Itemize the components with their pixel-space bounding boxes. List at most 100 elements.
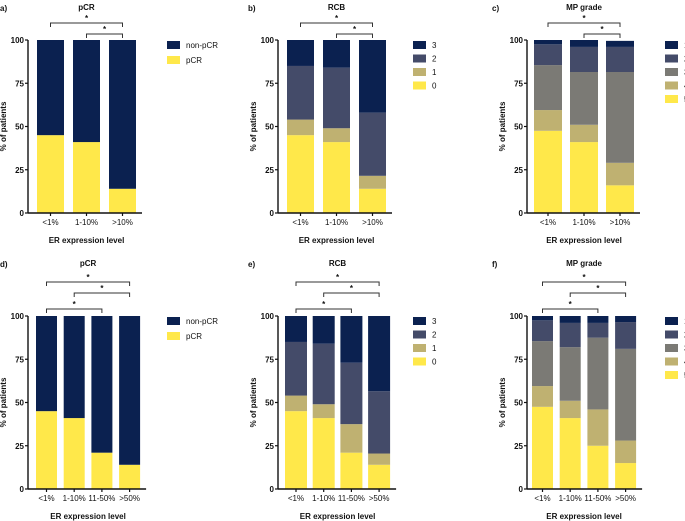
significance-bracket (295, 308, 352, 313)
significance-label: * (335, 14, 339, 23)
x-tick-label: 1-10% (325, 218, 348, 227)
legend-swatch (413, 317, 426, 325)
bar-segment-1 (559, 316, 581, 323)
legend-swatch (665, 357, 678, 366)
x-tick-label: 1-10% (312, 494, 335, 503)
bar-segment-1 (368, 453, 391, 465)
bar-segment-2 (287, 65, 314, 120)
x-tick-label: 1-10% (559, 494, 582, 503)
legend-swatch (167, 317, 180, 325)
legend-swatch (413, 344, 426, 352)
bar-segment-1 (323, 128, 350, 143)
bar-segment-2 (570, 46, 598, 73)
y-tick-label: 25 (15, 166, 24, 175)
legend-swatch (665, 371, 678, 379)
bar-segment-non-pCR (37, 40, 64, 136)
y-tick-label: 25 (265, 442, 274, 451)
significance-label: * (73, 300, 77, 309)
significance-bracket (46, 281, 131, 286)
bar-segment-1 (285, 395, 307, 412)
y-tick-label: 0 (270, 485, 275, 494)
panel-c: c) MP grade <1% 1-10% >10% 0 25 50 75 100 % of pat… (492, 3, 685, 245)
y-tick-label: 75 (15, 79, 24, 88)
bar-segment-pCR (91, 452, 113, 489)
significance-label: * (596, 284, 600, 293)
y-tick-label: 100 (11, 312, 25, 321)
significance-bracket (86, 33, 123, 38)
legend-swatch (413, 357, 426, 366)
y-tick-label: 75 (265, 355, 274, 364)
legend-swatch (665, 68, 678, 76)
significance-bracket (547, 22, 621, 27)
legend-swatch (665, 81, 678, 90)
bar-segment-4 (534, 110, 562, 131)
panel-letter: f) (492, 260, 498, 269)
bar-segment-1 (287, 119, 314, 136)
y-tick-label: 25 (514, 166, 523, 175)
legend-swatch (167, 41, 180, 49)
panel-letter: c) (492, 4, 499, 13)
significance-label: * (600, 25, 604, 34)
x-tick-label: <1% (534, 494, 550, 503)
legend-swatch (413, 54, 426, 63)
bar-segment-2 (532, 320, 553, 342)
significance-bracket (336, 33, 373, 38)
bar-segment-2 (312, 343, 335, 405)
y-axis-label: % of patients (0, 101, 8, 151)
significance-label: * (569, 300, 573, 309)
legend-label: 0 (432, 358, 437, 367)
x-tick-label: <1% (42, 218, 58, 227)
significance-bracket (569, 292, 627, 297)
bar-segment-0 (368, 464, 391, 489)
bar-segment-3 (323, 40, 350, 68)
x-tick-label: 11-50% (584, 494, 611, 503)
y-axis-label: % of patients (0, 377, 8, 427)
x-tick-label: >50% (369, 494, 390, 503)
y-tick-label: 100 (11, 36, 25, 45)
bar-segment-non-pCR (73, 40, 100, 143)
bar-segment-pCR (109, 188, 136, 213)
significance-bracket (542, 281, 627, 286)
y-tick-label: 50 (514, 123, 523, 132)
y-axis-label: % of patients (498, 101, 507, 151)
x-axis-label: ER expression level (300, 512, 376, 521)
bar-segment-2 (615, 322, 637, 349)
x-tick-label: <1% (38, 494, 54, 503)
y-tick-label: 50 (15, 399, 24, 408)
bar-segment-2 (340, 362, 363, 425)
bar-segment-2 (285, 341, 307, 396)
bar-segment-pCR (119, 464, 141, 489)
legend-label: pCR (186, 56, 202, 65)
bar-segment-2 (534, 44, 562, 66)
bar-segment-3 (615, 348, 637, 441)
significance-label: * (100, 284, 104, 293)
bar-segment-pCR (37, 135, 64, 213)
bar-segment-non-pCR (63, 316, 85, 419)
legend-label: pCR (186, 332, 202, 341)
bar-segment-1 (615, 316, 637, 323)
bar-segment-3 (534, 65, 562, 111)
y-axis-label: % of patients (249, 101, 258, 151)
significance-label: * (322, 300, 326, 309)
bar-segment-2 (606, 46, 634, 73)
y-tick-label: 100 (510, 36, 524, 45)
bar-segment-1 (312, 404, 335, 419)
bar-segment-4 (532, 386, 553, 407)
bar-segment-pCR (73, 142, 100, 213)
x-tick-label: 1-10% (75, 218, 98, 227)
bar-segment-3 (285, 316, 307, 342)
legend-swatch (665, 54, 678, 63)
chart-title: RCB (328, 3, 346, 12)
panel-letter: d) (0, 260, 8, 269)
legend-swatch (665, 330, 678, 339)
y-tick-label: 75 (514, 355, 523, 364)
x-axis-label: ER expression level (546, 236, 622, 245)
legend-label: 1 (432, 344, 437, 353)
panel-f: f) MP grade <1% 1-10% 11-50% >50% 0 25 50 75 100 % … (492, 259, 685, 521)
y-tick-label: 75 (514, 79, 523, 88)
x-tick-label: 11-50% (88, 494, 115, 503)
bar-segment-5 (606, 185, 634, 213)
bar-segment-1 (340, 424, 363, 453)
y-tick-label: 25 (265, 166, 274, 175)
